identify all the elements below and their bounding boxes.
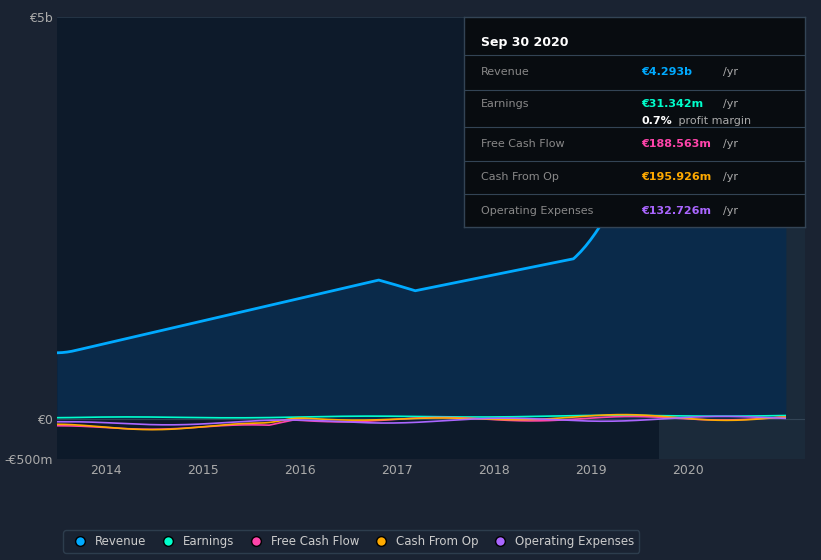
Text: €132.726m: €132.726m (641, 206, 711, 216)
Text: Free Cash Flow: Free Cash Flow (481, 139, 565, 149)
Text: /yr: /yr (722, 99, 738, 109)
Text: Operating Expenses: Operating Expenses (481, 206, 594, 216)
Text: €195.926m: €195.926m (641, 172, 711, 183)
Text: Sep 30 2020: Sep 30 2020 (481, 36, 568, 49)
Legend: Revenue, Earnings, Free Cash Flow, Cash From Op, Operating Expenses: Revenue, Earnings, Free Cash Flow, Cash … (63, 530, 640, 553)
Text: Cash From Op: Cash From Op (481, 172, 559, 183)
Text: /yr: /yr (722, 67, 738, 77)
Bar (659, 17, 821, 459)
Text: Earnings: Earnings (481, 99, 530, 109)
Text: /yr: /yr (722, 139, 738, 149)
Text: 0.7%: 0.7% (641, 116, 672, 126)
Text: profit margin: profit margin (675, 116, 751, 126)
Text: €4.293b: €4.293b (641, 67, 692, 77)
Text: €188.563m: €188.563m (641, 139, 711, 149)
Text: €31.342m: €31.342m (641, 99, 703, 109)
Text: /yr: /yr (722, 206, 738, 216)
Text: Revenue: Revenue (481, 67, 530, 77)
Text: /yr: /yr (722, 172, 738, 183)
